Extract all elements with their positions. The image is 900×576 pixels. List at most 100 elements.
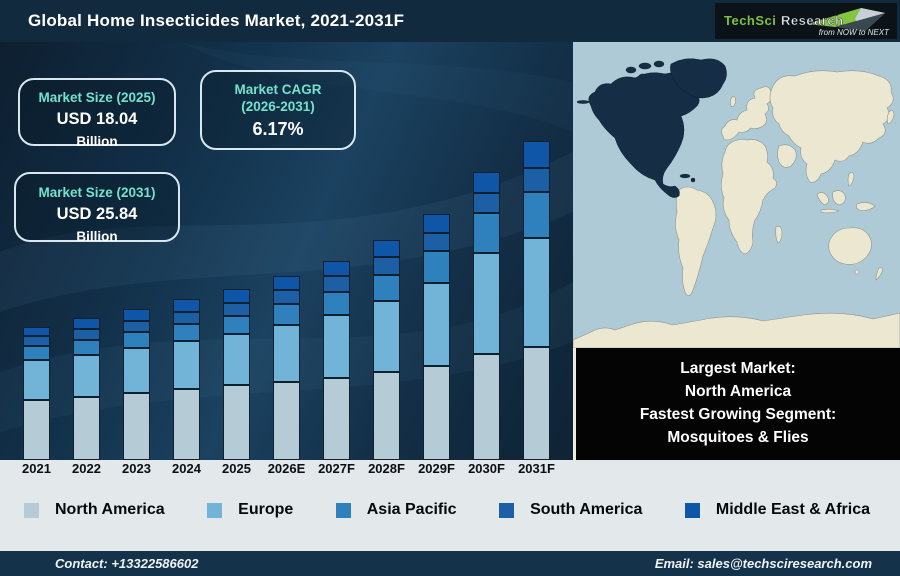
legend-swatch xyxy=(499,502,515,518)
market-size-2025-value: USD 18.04 xyxy=(56,110,138,128)
bar-segment-middle-east-africa xyxy=(273,276,300,290)
bar-segment-north-america xyxy=(523,347,550,460)
callout-line-fastest-segment: Fastest Growing Segment: xyxy=(639,406,837,423)
bar-group xyxy=(412,214,462,460)
bar-segment-south-america xyxy=(473,193,500,213)
market-size-2025-unit: Billion xyxy=(76,134,118,149)
legend-item: Middle East & Africa xyxy=(684,501,870,519)
x-axis-label: 2031F xyxy=(518,461,555,476)
legend-swatch xyxy=(207,502,223,518)
techsci-logo: TechSci Research from NOW to NEXT xyxy=(715,3,897,39)
bar-segment-middle-east-africa xyxy=(473,172,500,193)
bar-segment-europe xyxy=(323,315,350,378)
x-axis-label: 2023 xyxy=(122,461,151,476)
x-axis-label: 2027F xyxy=(318,461,355,476)
bar-segment-north-america xyxy=(473,354,500,460)
bar-group xyxy=(512,141,562,460)
bar-segment-south-america xyxy=(373,257,400,275)
market-size-2025-label: Market Size (2025) xyxy=(38,90,156,105)
legend-item: Europe xyxy=(207,501,293,519)
bar-segment-north-america xyxy=(73,397,100,460)
bar-segment-europe xyxy=(223,334,250,385)
bar-segment-asia-pacific xyxy=(223,316,250,334)
bar-segment-asia-pacific xyxy=(323,292,350,315)
market-cagr-value: 6.17% xyxy=(252,119,304,139)
market-size-2031-card: Market Size (2031) USD 25.84 Billion xyxy=(14,172,180,244)
legend-swatch xyxy=(24,502,39,518)
chart-panel: Market Size (2025) USD 18.04 Billion Mar… xyxy=(0,42,573,460)
bar-segment-south-america xyxy=(223,303,250,316)
bar-segment-europe xyxy=(423,283,450,366)
footer-contact: Contact: +13322586602 xyxy=(55,556,199,571)
x-axis-label: 2026E xyxy=(267,461,306,476)
bar-segment-north-america xyxy=(23,400,50,460)
x-axis-label: 2022 xyxy=(72,461,101,476)
bar-group xyxy=(212,289,262,460)
bar-group xyxy=(312,261,362,460)
header-bar: Global Home Insecticides Market, 2021-20… xyxy=(0,0,900,42)
bar-group xyxy=(112,309,162,460)
bar-segment-north-america xyxy=(423,366,450,460)
bar-segment-middle-east-africa xyxy=(173,299,200,312)
x-axis-label: 2029F xyxy=(418,461,455,476)
bar-segment-europe xyxy=(23,360,50,400)
bar-group xyxy=(62,318,112,460)
logo-tagline-text: from NOW to NEXT xyxy=(819,28,890,37)
bar-segment-north-america xyxy=(273,382,300,460)
bar-group xyxy=(162,299,212,460)
bar-segment-europe xyxy=(173,341,200,389)
bar-segment-south-america xyxy=(273,290,300,304)
market-cagr-card: Market CAGR (2026-2031) 6.17% xyxy=(200,70,356,150)
legend-item: Asia Pacific xyxy=(335,501,457,519)
market-cagr-label-line1: Market CAGR xyxy=(234,82,322,97)
logo-brand2-text: Research xyxy=(781,13,844,28)
bar-segment-middle-east-africa xyxy=(323,261,350,276)
bar-segment-asia-pacific xyxy=(173,324,200,341)
page-title: Global Home Insecticides Market, 2021-20… xyxy=(28,11,405,30)
bar-segment-north-america xyxy=(223,385,250,460)
bar-segment-asia-pacific xyxy=(123,332,150,348)
legend-swatch xyxy=(684,502,700,518)
bar-segment-europe xyxy=(473,253,500,354)
bar-segment-south-america xyxy=(73,329,100,340)
bar-segment-north-america xyxy=(323,378,350,460)
bar-segment-south-america xyxy=(123,321,150,332)
legend-item: North America xyxy=(24,501,165,519)
callout-line-largest-market: Largest Market: xyxy=(680,360,796,377)
bar-segment-middle-east-africa xyxy=(23,327,50,336)
bar-segment-middle-east-africa xyxy=(123,309,150,321)
x-axis-label: 2025 xyxy=(222,461,251,476)
bar-segment-europe xyxy=(523,238,550,347)
x-axis-label: 2021 xyxy=(22,461,51,476)
footer-bar: Contact: +13322586602 Email: sales@techs… xyxy=(0,551,900,576)
bar-segment-asia-pacific xyxy=(373,275,400,301)
market-size-2031-unit: Billion xyxy=(76,229,118,244)
bar-segment-asia-pacific xyxy=(423,251,450,283)
bar-group xyxy=(462,172,512,460)
legend-swatch xyxy=(335,502,351,518)
legend-label: Middle East & Africa xyxy=(715,501,870,518)
callout-line-largest-market-value: North America xyxy=(684,383,792,400)
bar-segment-south-america xyxy=(173,312,200,324)
footer-email: Email: sales@techsciresearch.com xyxy=(654,556,872,571)
legend-label: Europe xyxy=(238,501,294,518)
map-highlight-north-america xyxy=(576,58,727,198)
bar-segment-asia-pacific xyxy=(273,304,300,325)
bar-segment-europe xyxy=(73,355,100,397)
bar-segment-south-america xyxy=(323,276,350,292)
world-map xyxy=(572,42,900,349)
bar-chart xyxy=(0,42,573,460)
market-cagr-label-line2: (2026-2031) xyxy=(241,99,315,114)
bar-segment-europe xyxy=(373,301,400,372)
bar-segment-europe xyxy=(273,325,300,382)
bar-segment-asia-pacific xyxy=(73,340,100,355)
x-axis-label: 2024 xyxy=(172,461,201,476)
legend-label: North America xyxy=(55,501,165,518)
bar-segment-north-america xyxy=(373,372,400,460)
bar-segment-middle-east-africa xyxy=(223,289,250,303)
market-size-2031-label: Market Size (2031) xyxy=(38,185,156,200)
logo-arrow-shadow-icon xyxy=(835,13,885,31)
techsci-logo-graphic: TechSci Research from NOW to NEXT xyxy=(724,8,890,37)
bar-segment-middle-east-africa xyxy=(373,240,400,257)
bar-segment-middle-east-africa xyxy=(523,141,550,168)
